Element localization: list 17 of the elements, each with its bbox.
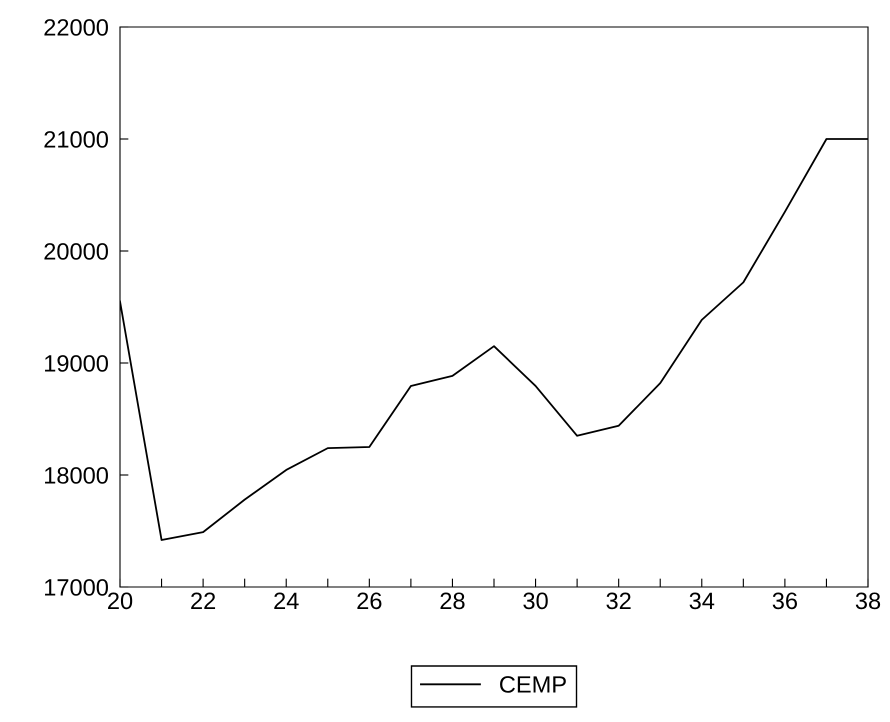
x-tick-label: 22 [191,592,216,609]
y-tick-label: 21000 [44,131,108,148]
x-tick-label: 26 [357,592,382,610]
x-tick-label: 32 [606,592,631,610]
y-tick-label: 20000 [44,243,108,260]
y-tick-label: 17000 [45,579,108,596]
x-tick-label: 34 [690,592,714,610]
x-tick-label: 30 [523,592,548,610]
y-tick-label: 19000 [45,355,108,372]
legend-label: CEMP [500,676,566,693]
x-tick-label: 20 [108,592,132,610]
x-tick-label: 28 [440,592,465,610]
x-tick-label: 24 [274,592,299,609]
x-tick-label: 38 [856,592,880,610]
y-tick-label: 22000 [44,19,108,36]
y-tick-label: 18000 [45,467,108,484]
x-tick-label: 36 [772,592,797,610]
